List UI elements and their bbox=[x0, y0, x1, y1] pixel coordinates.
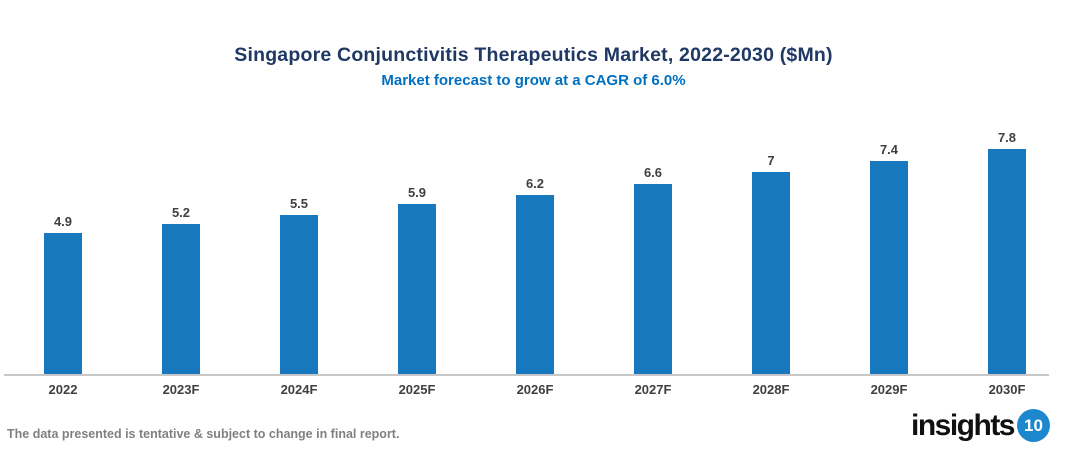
x-axis-label-2026F: 2026F bbox=[516, 382, 554, 397]
x-axis-label-2022: 2022 bbox=[48, 382, 78, 397]
bar-value-label: 5.9 bbox=[407, 185, 427, 200]
bar-cell: 5.2 bbox=[122, 110, 240, 374]
x-axis-label-2025F: 2025F bbox=[398, 382, 436, 397]
logo-text: insights bbox=[910, 408, 1016, 442]
bars-row: 4.9 5.2 5.5 5.9 6.2 6.6 7 7.4 7.8 bbox=[4, 110, 1066, 374]
bar-2025F bbox=[398, 204, 436, 374]
x-axis-label-2028F: 2028F bbox=[752, 382, 790, 397]
x-axis-label-2023F: 2023F bbox=[162, 382, 200, 397]
bar-cell: 7.8 bbox=[948, 110, 1066, 374]
x-axis-line bbox=[4, 374, 1049, 376]
bar-chart: 4.9 5.2 5.5 5.9 6.2 6.6 7 7.4 7.8 2022 2023F 2024F… bbox=[4, 110, 1066, 397]
bar-2022 bbox=[44, 233, 82, 374]
bar-cell: 5.5 bbox=[240, 110, 358, 374]
bar-2028F bbox=[752, 172, 790, 374]
bar-value-label: 7.4 bbox=[879, 142, 899, 157]
bar-cell: 6.2 bbox=[476, 110, 594, 374]
chart-title: Singapore Conjunctivitis Therapeutics Ma… bbox=[234, 44, 833, 66]
bar-value-label: 7.8 bbox=[997, 130, 1017, 145]
bar-cell: 5.9 bbox=[358, 110, 476, 374]
bar-cell: 4.9 bbox=[4, 110, 122, 374]
x-axis-label-2027F: 2027F bbox=[634, 382, 672, 397]
bar-2027F bbox=[634, 184, 672, 374]
insights10-logo: insights 10 bbox=[911, 409, 1050, 442]
chart-subtitle: Market forecast to grow at a CAGR of 6.0… bbox=[381, 72, 686, 89]
bar-2030F bbox=[988, 149, 1026, 374]
x-axis-label-2029F: 2029F bbox=[870, 382, 908, 397]
x-axis-label-2030F: 2030F bbox=[988, 382, 1026, 397]
bar-cell: 7 bbox=[712, 110, 830, 374]
bar-value-label: 5.5 bbox=[289, 196, 309, 211]
bar-value-label: 5.2 bbox=[171, 205, 191, 220]
bar-value-label: 4.9 bbox=[53, 214, 73, 229]
bar-cell: 6.6 bbox=[594, 110, 712, 374]
bar-2023F bbox=[162, 224, 200, 374]
bar-cell: 7.4 bbox=[830, 110, 948, 374]
bar-2024F bbox=[280, 215, 318, 374]
bar-value-label: 6.6 bbox=[643, 165, 663, 180]
x-axis-label-2024F: 2024F bbox=[280, 382, 318, 397]
bar-2026F bbox=[516, 195, 554, 374]
disclaimer-text: The data presented is tentative & subjec… bbox=[7, 427, 400, 441]
logo-badge-10: 10 bbox=[1017, 409, 1050, 442]
x-axis-labels: 2022 2023F 2024F 2025F 2026F 2027F 2028F 2029F 2… bbox=[4, 376, 1066, 397]
bar-value-label: 7 bbox=[767, 153, 775, 168]
bar-2029F bbox=[870, 161, 908, 374]
bar-value-label: 6.2 bbox=[525, 176, 545, 191]
